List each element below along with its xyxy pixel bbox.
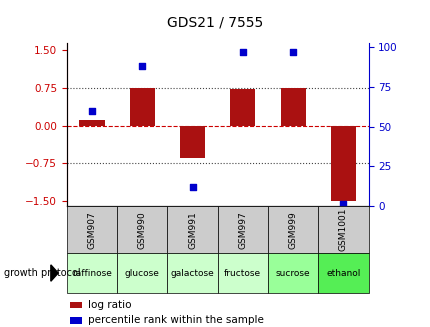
Bar bbox=[317, 253, 368, 293]
Bar bbox=[267, 253, 317, 293]
Point bbox=[239, 49, 246, 55]
Bar bbox=[67, 253, 117, 293]
Bar bbox=[267, 206, 317, 253]
Bar bbox=[117, 253, 167, 293]
Point bbox=[189, 184, 196, 190]
Bar bbox=[70, 302, 82, 308]
Text: ethanol: ethanol bbox=[326, 268, 360, 278]
Point bbox=[339, 202, 346, 207]
Text: log ratio: log ratio bbox=[88, 300, 131, 310]
Text: GSM997: GSM997 bbox=[238, 211, 247, 249]
Text: glucose: glucose bbox=[125, 268, 159, 278]
Bar bbox=[117, 206, 167, 253]
Bar bbox=[167, 253, 217, 293]
Bar bbox=[79, 120, 104, 126]
Text: GSM999: GSM999 bbox=[288, 211, 297, 249]
Bar bbox=[217, 253, 267, 293]
Bar bbox=[317, 206, 368, 253]
Text: raffinose: raffinose bbox=[72, 268, 112, 278]
Text: GSM991: GSM991 bbox=[187, 211, 197, 249]
Text: growth protocol: growth protocol bbox=[4, 268, 81, 278]
Bar bbox=[280, 88, 305, 126]
Bar bbox=[167, 206, 217, 253]
Bar bbox=[67, 206, 117, 253]
Text: fructose: fructose bbox=[224, 268, 261, 278]
Text: GDS21 / 7555: GDS21 / 7555 bbox=[167, 16, 263, 30]
Point bbox=[88, 108, 95, 113]
Text: GSM1001: GSM1001 bbox=[338, 208, 347, 251]
Bar bbox=[180, 126, 205, 158]
Bar bbox=[230, 89, 255, 126]
Text: galactose: galactose bbox=[170, 268, 214, 278]
Text: sucrose: sucrose bbox=[275, 268, 310, 278]
Bar bbox=[330, 126, 355, 201]
Text: GSM990: GSM990 bbox=[138, 211, 146, 249]
Bar bbox=[217, 206, 267, 253]
Point bbox=[138, 64, 145, 69]
Text: GSM907: GSM907 bbox=[87, 211, 96, 249]
Bar bbox=[70, 318, 82, 324]
Text: percentile rank within the sample: percentile rank within the sample bbox=[88, 316, 263, 325]
Point bbox=[289, 49, 296, 55]
Bar bbox=[129, 88, 154, 126]
